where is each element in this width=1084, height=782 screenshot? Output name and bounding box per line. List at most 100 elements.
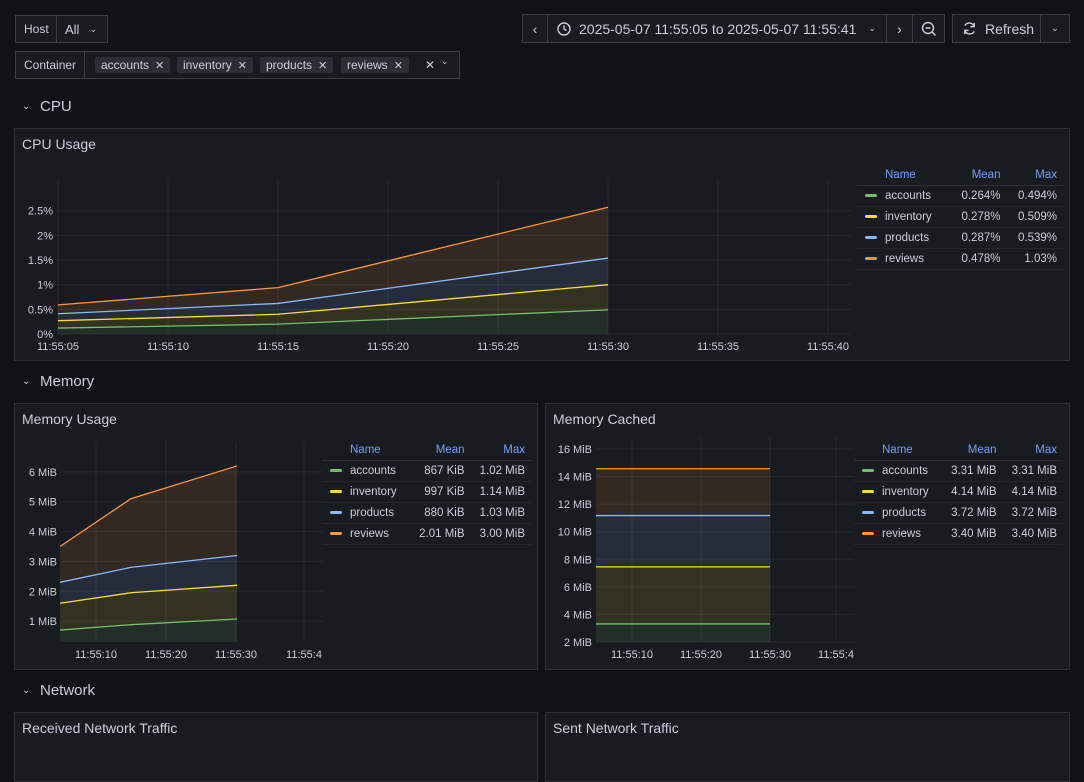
legend-row[interactable]: reviews 3.40 MiB 3.40 MiB [854,523,1063,545]
cpu-usage-legend: Name Mean Max accounts 0.264% 0.494% inventory… [857,165,1063,270]
zoom-out-button[interactable] [912,14,945,43]
legend-color-swatch [865,236,877,240]
x-tick-label: 11:55:30 [215,649,257,661]
row-network[interactable]: ⌄ Network [22,682,95,699]
series-line-products [57,257,609,315]
legend-header-max[interactable]: Max [470,440,531,461]
chevron-down-icon: ⌄ [22,101,31,112]
legend-header-name[interactable]: Name [857,165,950,186]
legend-series-name: accounts [854,460,943,482]
panel-cpu-usage[interactable]: CPU Usage 11:55:05 11:55:10 11:55:15 11:55:… [14,128,1070,361]
legend-series-name: products [322,502,411,524]
legend-row[interactable]: inventory 997 KiB 1.14 MiB [322,481,531,503]
memory-usage-legend: Name Mean Max accounts 867 KiB 1.02 MiB invent… [322,440,531,545]
series-line-reviews [59,465,238,548]
legend-row[interactable]: accounts 3.31 MiB 3.31 MiB [854,460,1063,482]
panel-memory-cached[interactable]: Memory Cached 11:55:10 11:55:20 11:55:30 11… [545,403,1070,670]
legend-max-value: 4.14 MiB [1002,481,1063,503]
y-tick-label: 2 MiB [564,637,592,649]
legend-max-value: 3.31 MiB [1002,460,1063,482]
refresh-icon [964,22,975,35]
x-tick-label: 11:55:10 [75,649,117,661]
legend-color-swatch [330,469,342,473]
y-tick-label: 1 MiB [29,616,57,628]
panel-title: Received Network Traffic [22,720,178,736]
legend-header-mean[interactable]: Mean [410,440,471,461]
legend-row[interactable]: accounts 867 KiB 1.02 MiB [322,460,531,482]
legend-row[interactable]: inventory 4.14 MiB 4.14 MiB [854,481,1063,503]
host-variable-select[interactable]: All ⌄ [56,15,108,43]
series-area-accounts [60,619,237,642]
tag-label: accounts [101,58,150,72]
refresh-interval-dropdown[interactable]: ⌄ [1040,14,1070,43]
container-tag-products[interactable]: products ✕ [260,57,334,73]
panel-memory-usage[interactable]: Memory Usage 11:55:10 11:55:20 11:55:30 11:… [14,403,538,670]
time-shift-forward-button[interactable]: › [886,14,913,43]
legend-max-value: 3.72 MiB [1002,502,1063,524]
legend-row[interactable]: reviews 0.478% 1.03% [857,248,1063,270]
remove-tag-icon[interactable]: ✕ [155,59,165,72]
x-tick-label: 11:55:30 [587,341,629,353]
legend-row[interactable]: inventory 0.278% 0.509% [857,206,1063,228]
container-tag-reviews[interactable]: reviews ✕ [341,57,409,73]
legend-color-swatch [862,469,874,473]
panel-received-network-traffic[interactable]: Received Network Traffic [14,712,538,782]
y-tick-label: 4 MiB [564,609,592,621]
legend-header-max[interactable]: Max [1002,440,1063,461]
clear-all-icon[interactable]: ✕ [425,58,436,72]
legend-header-mean[interactable]: Mean [949,165,1007,186]
y-tick-label: 1.5% [28,255,53,267]
refresh-button[interactable]: Refresh [952,14,1041,43]
row-memory[interactable]: ⌄ Memory [22,373,94,390]
legend-row[interactable]: reviews 2.01 MiB 3.00 MiB [322,523,531,545]
legend-series-name: reviews [857,248,950,270]
legend-header-mean[interactable]: Mean [942,440,1003,461]
series-area-products [58,258,608,321]
legend-mean-value: 0.287% [949,227,1007,249]
container-label: Container [24,58,77,72]
y-tick-label: 14 MiB [558,472,592,484]
remove-tag-icon[interactable]: ✕ [393,59,403,72]
memory-usage-chart: 11:55:10 11:55:20 11:55:30 11:55:4 1 MiB 2 Mi… [29,442,323,661]
legend-header-name[interactable]: Name [854,440,943,461]
x-tick-label: 11:55:20 [145,649,187,661]
legend-header-name[interactable]: Name [322,440,411,461]
memory-cached-legend: Name Mean Max accounts 3.31 MiB 3.31 MiB inven… [854,440,1063,545]
legend-max-value: 1.14 MiB [470,481,531,503]
row-cpu[interactable]: ⌄ CPU [22,98,72,115]
legend-max-value: 0.539% [1006,227,1063,249]
host-value: All [65,21,80,37]
legend-max-value: 1.02 MiB [470,460,531,482]
x-tick-label: 11:55:40 [807,341,849,353]
legend-max-value: 1.03 MiB [470,502,531,524]
legend-row[interactable]: products 3.72 MiB 3.72 MiB [854,502,1063,524]
series-area-products [60,555,237,604]
legend-row[interactable]: products 0.287% 0.539% [857,227,1063,249]
legend-color-swatch [862,511,874,515]
time-range-picker[interactable]: 2025-05-07 11:55:05 to 2025-05-07 11:55:… [547,14,887,43]
series-area-reviews [58,207,608,314]
container-tag-accounts[interactable]: accounts ✕ [95,57,171,73]
y-tick-label: 6 MiB [564,582,592,594]
chevron-down-icon[interactable]: ⌄ [441,56,449,66]
legend-color-swatch [862,532,874,536]
remove-tag-icon[interactable]: ✕ [237,59,247,72]
y-tick-label: 6 MiB [29,467,57,479]
container-variable-label: Container [15,51,85,79]
panel-sent-network-traffic[interactable]: Sent Network Traffic [545,712,1070,782]
chevron-down-icon: ⌄ [1051,23,1059,33]
y-tick-label: 5 MiB [29,497,57,509]
remove-tag-icon[interactable]: ✕ [318,59,328,72]
y-tick-label: 4 MiB [29,527,57,539]
y-tick-label: 2.5% [28,206,53,218]
legend-header-max[interactable]: Max [1006,165,1063,186]
x-tick-label: 11:55:05 [37,341,79,353]
legend-row[interactable]: accounts 0.264% 0.494% [857,185,1063,207]
legend-color-swatch [862,490,874,494]
series-line-inventory [57,284,609,322]
row-title: Network [40,682,96,699]
legend-row[interactable]: products 880 KiB 1.03 MiB [322,502,531,524]
container-tag-inventory[interactable]: inventory ✕ [177,57,253,73]
time-shift-back-button[interactable]: ‹ [522,14,548,43]
series-area-reviews [60,465,237,583]
